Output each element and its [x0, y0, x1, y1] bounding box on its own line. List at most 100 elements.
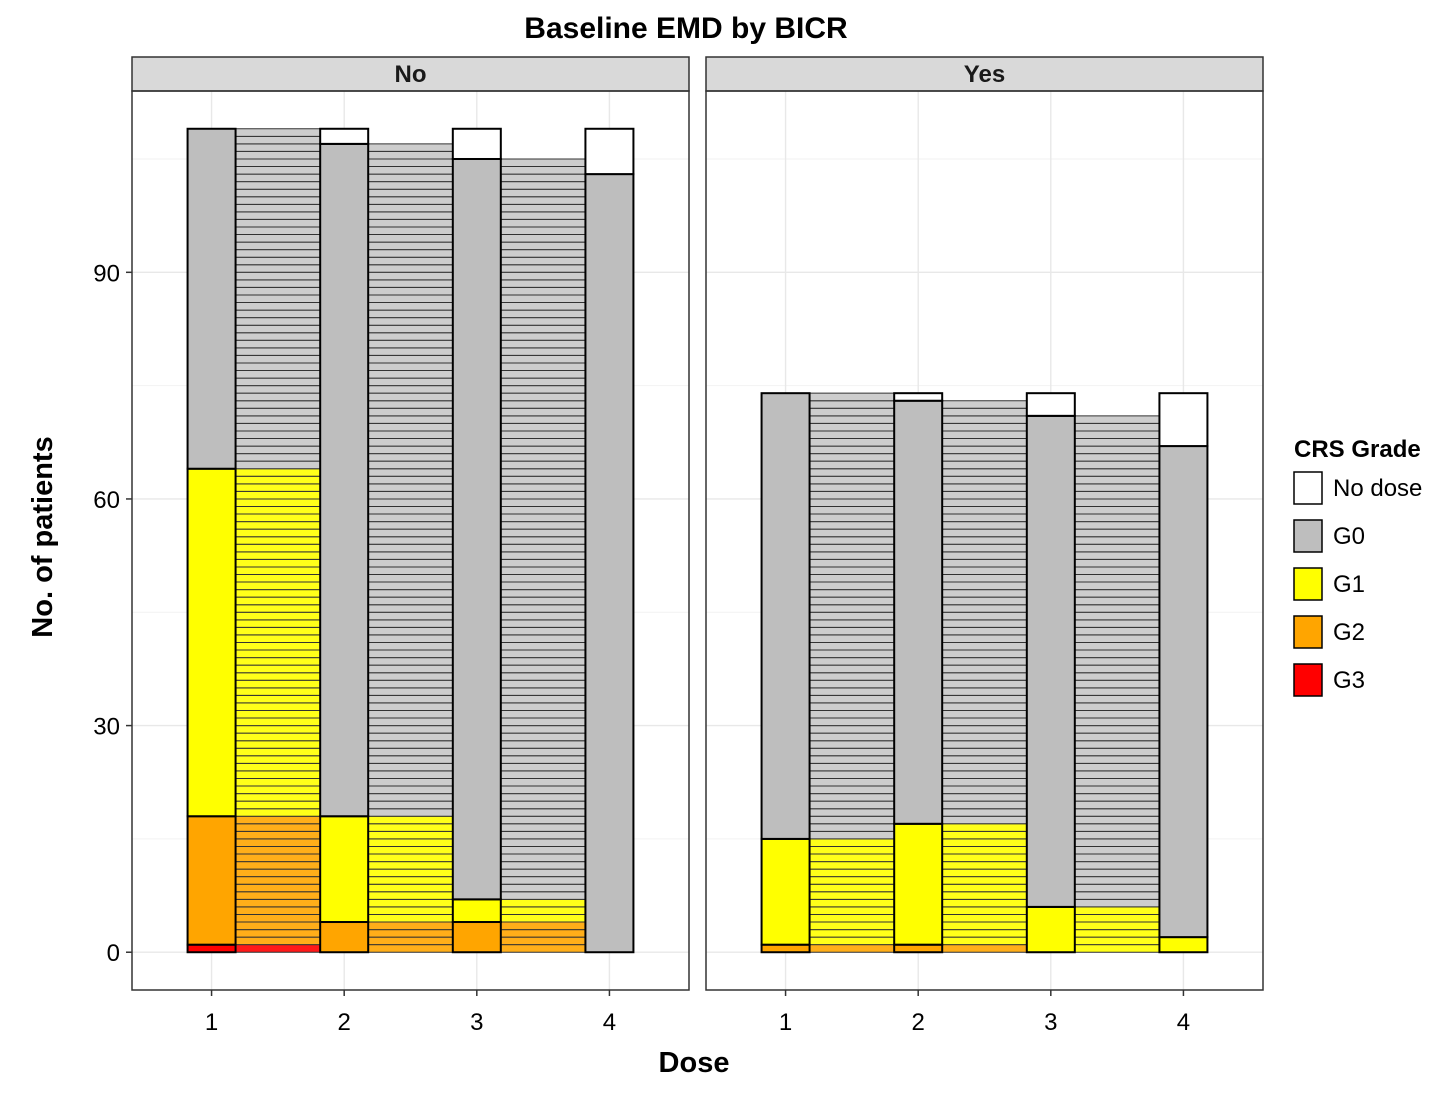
flow-g0 [941, 407, 1028, 417]
flow-g2 [235, 830, 321, 840]
chart-title: Baseline EMD by BICR [524, 12, 848, 45]
stack-segment-g2 [186, 815, 237, 946]
panel-border [131, 90, 690, 991]
flow-g0 [500, 747, 586, 757]
flow-g0 [367, 626, 454, 636]
flow-g0 [941, 770, 1028, 779]
flow-g0 [809, 558, 895, 568]
flow-g0 [941, 513, 1028, 523]
flow-g0 [500, 679, 586, 689]
flow-g0 [1074, 596, 1160, 606]
flow-g0 [367, 203, 454, 213]
flow-g0 [1074, 536, 1160, 545]
panel-border [705, 90, 1264, 991]
flow-g0 [500, 694, 586, 704]
flow-g1 [1074, 929, 1160, 938]
flow-g0 [809, 793, 895, 802]
legend-title: CRS Grade [1294, 436, 1421, 463]
flow-g1 [235, 747, 321, 757]
legend-key-g1 [1293, 567, 1323, 601]
flow-g0 [235, 400, 321, 409]
flow-g0 [367, 672, 454, 681]
flow-g0 [809, 740, 895, 749]
flow-g0 [367, 506, 454, 515]
flow-g0 [941, 521, 1028, 530]
flow-g1 [941, 853, 1028, 863]
flow-g0 [500, 687, 586, 696]
flow-g1 [367, 861, 454, 870]
flow-g0 [235, 150, 321, 160]
flow-g0 [941, 536, 1028, 545]
flow-g0 [235, 370, 321, 379]
flow-g0 [500, 234, 586, 243]
x-tick-label: 4 [603, 1009, 616, 1036]
flow-g0 [367, 385, 454, 394]
flow-g0 [235, 385, 321, 394]
flow-g0 [367, 604, 454, 613]
flow-g0 [1074, 521, 1160, 530]
flow-g0 [500, 883, 586, 893]
flow-g0 [809, 725, 895, 734]
flow-g1 [941, 936, 1028, 946]
flow-g0 [1074, 634, 1160, 643]
flow-g0 [500, 324, 586, 334]
flow-g0 [500, 740, 586, 749]
flow-g0 [367, 581, 454, 591]
flow-g0 [235, 158, 321, 168]
flow-g0 [941, 543, 1028, 553]
flow-g1 [809, 898, 895, 908]
flow-g0 [809, 717, 895, 727]
flow-g0 [1074, 490, 1160, 500]
flow-g2 [367, 921, 454, 931]
flow-g0 [809, 732, 895, 742]
flow-g0 [367, 634, 454, 643]
flow-g0 [1074, 679, 1160, 689]
flow-g1 [1074, 944, 1160, 953]
flow-g2 [235, 838, 321, 847]
stack-segment-no-dose [1158, 392, 1209, 448]
flow-g0 [500, 558, 586, 568]
flow-g0 [235, 362, 321, 372]
flow-g0 [367, 528, 454, 538]
flow-g0 [367, 354, 454, 364]
flow-g0 [367, 377, 454, 387]
flow-g0 [809, 475, 895, 485]
flow-g0 [367, 483, 454, 492]
flow-g1 [235, 551, 321, 560]
flow-g0 [809, 400, 895, 409]
flow-g0 [500, 203, 586, 213]
flow-g0 [941, 702, 1028, 711]
flow-g1 [235, 483, 321, 492]
flow-g0 [1074, 694, 1160, 704]
flow-g1 [235, 777, 321, 787]
flow-g1 [367, 883, 454, 893]
flow-g0 [367, 158, 454, 168]
stack-segment-g1 [760, 837, 811, 946]
flow-g1 [235, 702, 321, 711]
flow-g0 [500, 573, 586, 583]
flow-g0 [809, 589, 895, 598]
flow-g0 [941, 528, 1028, 538]
flow-g0 [367, 143, 454, 152]
flow-g0 [367, 589, 454, 598]
flow-g0 [809, 626, 895, 636]
flow-g0 [500, 793, 586, 802]
facet-strip-label: Yes [964, 61, 1005, 88]
flow-g0 [367, 679, 454, 689]
flow-g0 [1074, 422, 1160, 432]
flow-g0 [235, 166, 321, 175]
flow-g0 [1074, 445, 1160, 455]
stack-segment-g1 [186, 467, 237, 818]
flow-g0 [941, 687, 1028, 696]
stack-segment-g1 [893, 822, 944, 946]
flow-g1 [809, 838, 895, 847]
stack-segment-g0 [584, 173, 635, 954]
flow-g0 [367, 264, 454, 273]
flow-g0 [809, 543, 895, 553]
flow-g1 [235, 589, 321, 598]
flow-g0 [809, 657, 895, 666]
flow-g0 [367, 339, 454, 349]
flow-g0 [1074, 815, 1160, 825]
flow-g1 [809, 853, 895, 863]
